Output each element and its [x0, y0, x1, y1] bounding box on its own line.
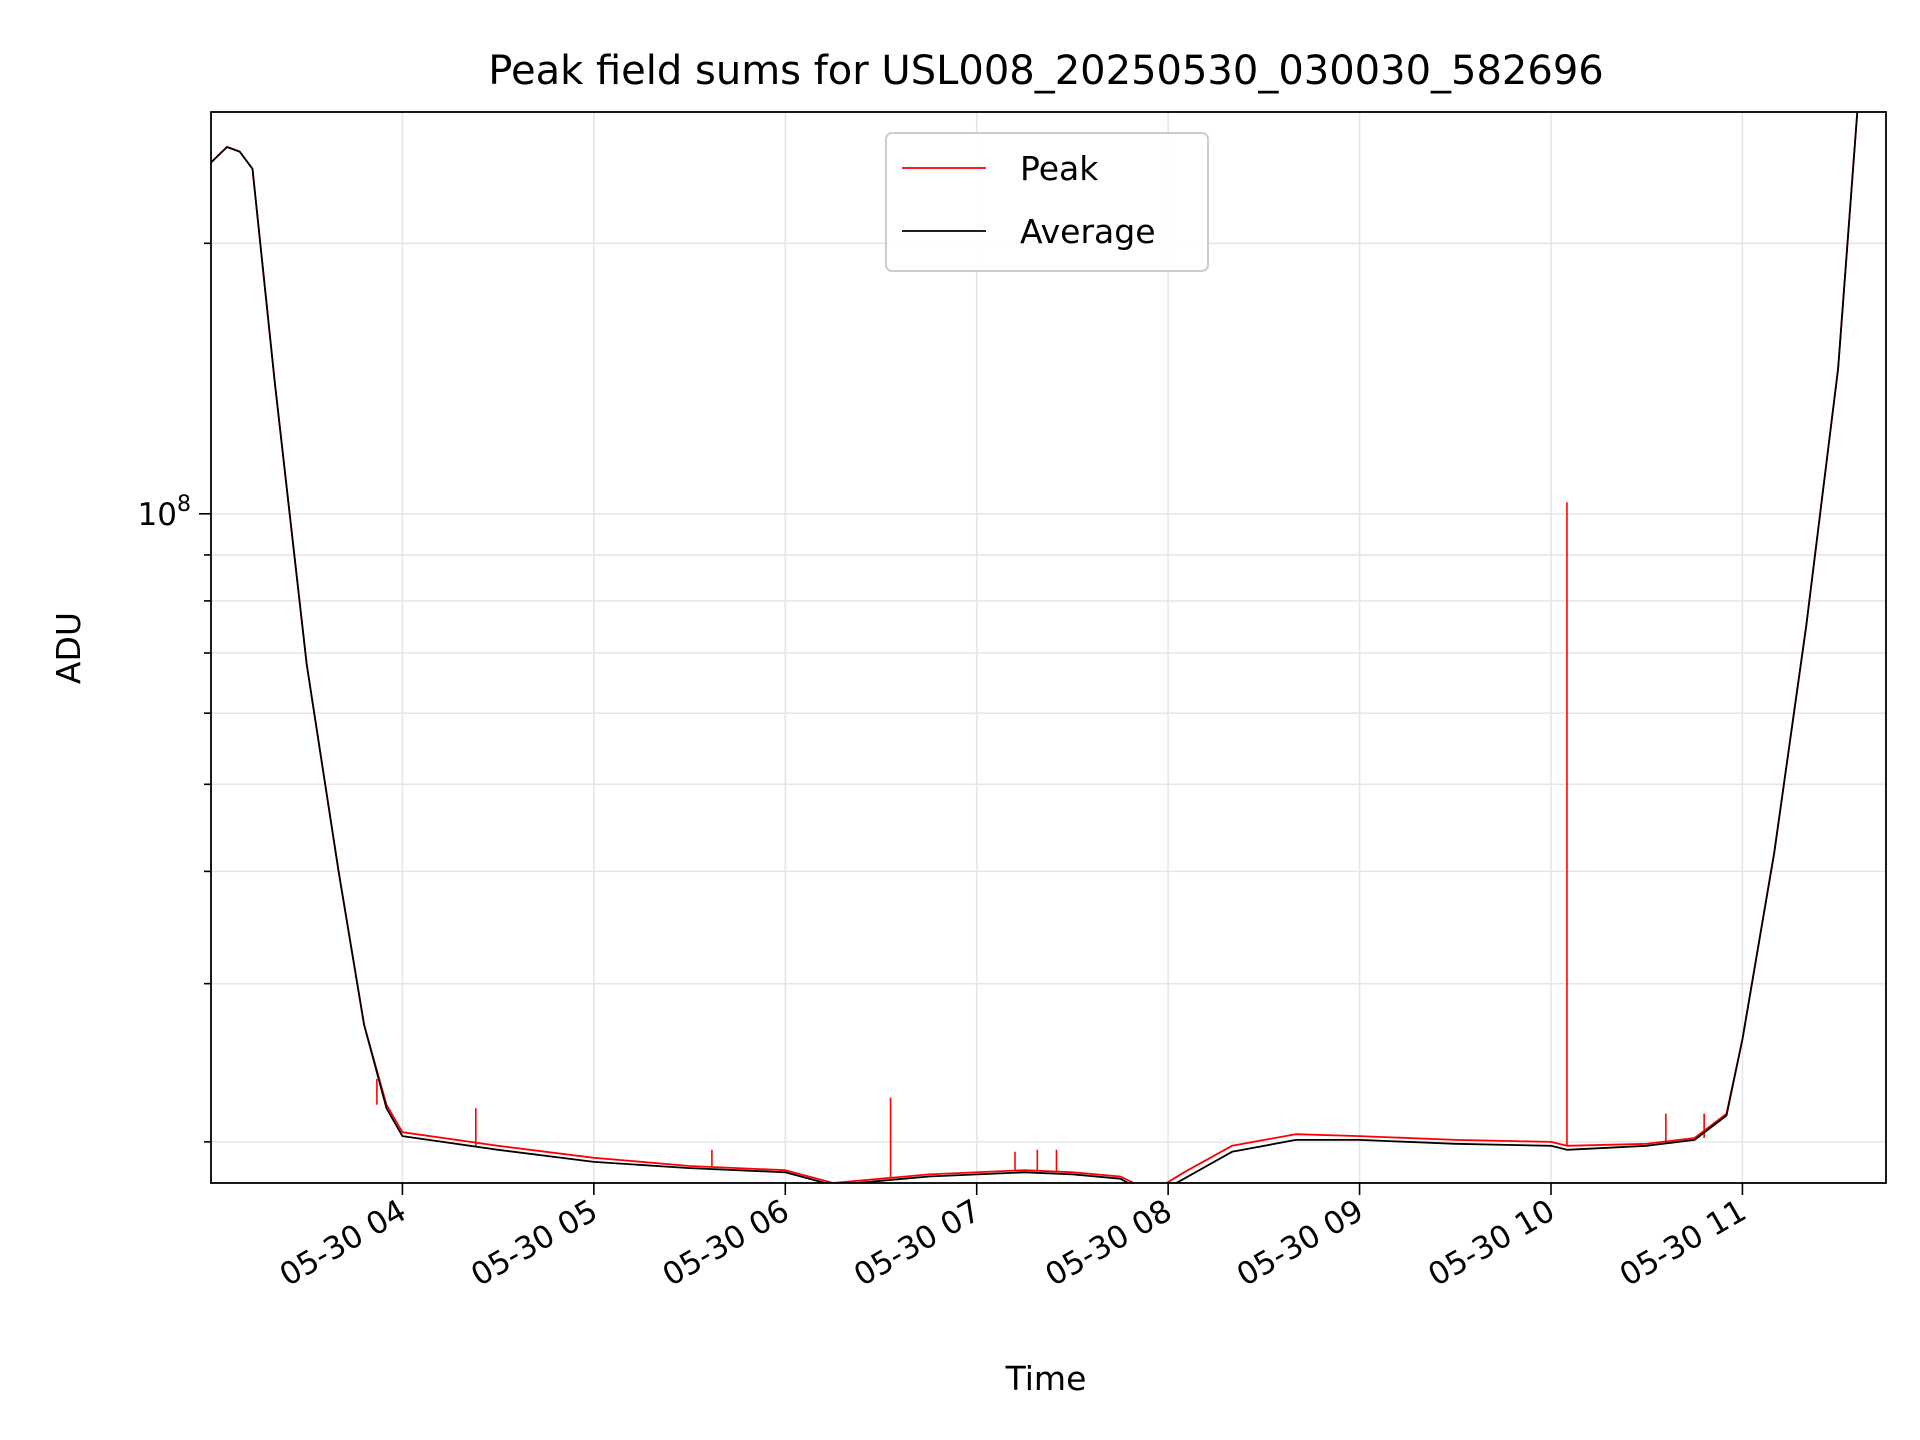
x-axis-label: Time	[1005, 1359, 1087, 1398]
series-layer	[211, 112, 1859, 1183]
y-tick-label: 108	[138, 492, 191, 533]
y-axis-label: ADU	[49, 612, 88, 684]
chart-title: Peak field sums for USL008_20250530_0300…	[488, 48, 1603, 94]
legend: Peak Average	[885, 132, 1209, 272]
plot-frame	[210, 111, 1887, 1184]
legend-label-peak: Peak	[1020, 149, 1099, 188]
legend-label-average: Average	[1020, 212, 1156, 251]
axis-ticks	[199, 242, 1744, 1195]
series-line-average	[211, 112, 1859, 1183]
grid	[211, 112, 1886, 1183]
